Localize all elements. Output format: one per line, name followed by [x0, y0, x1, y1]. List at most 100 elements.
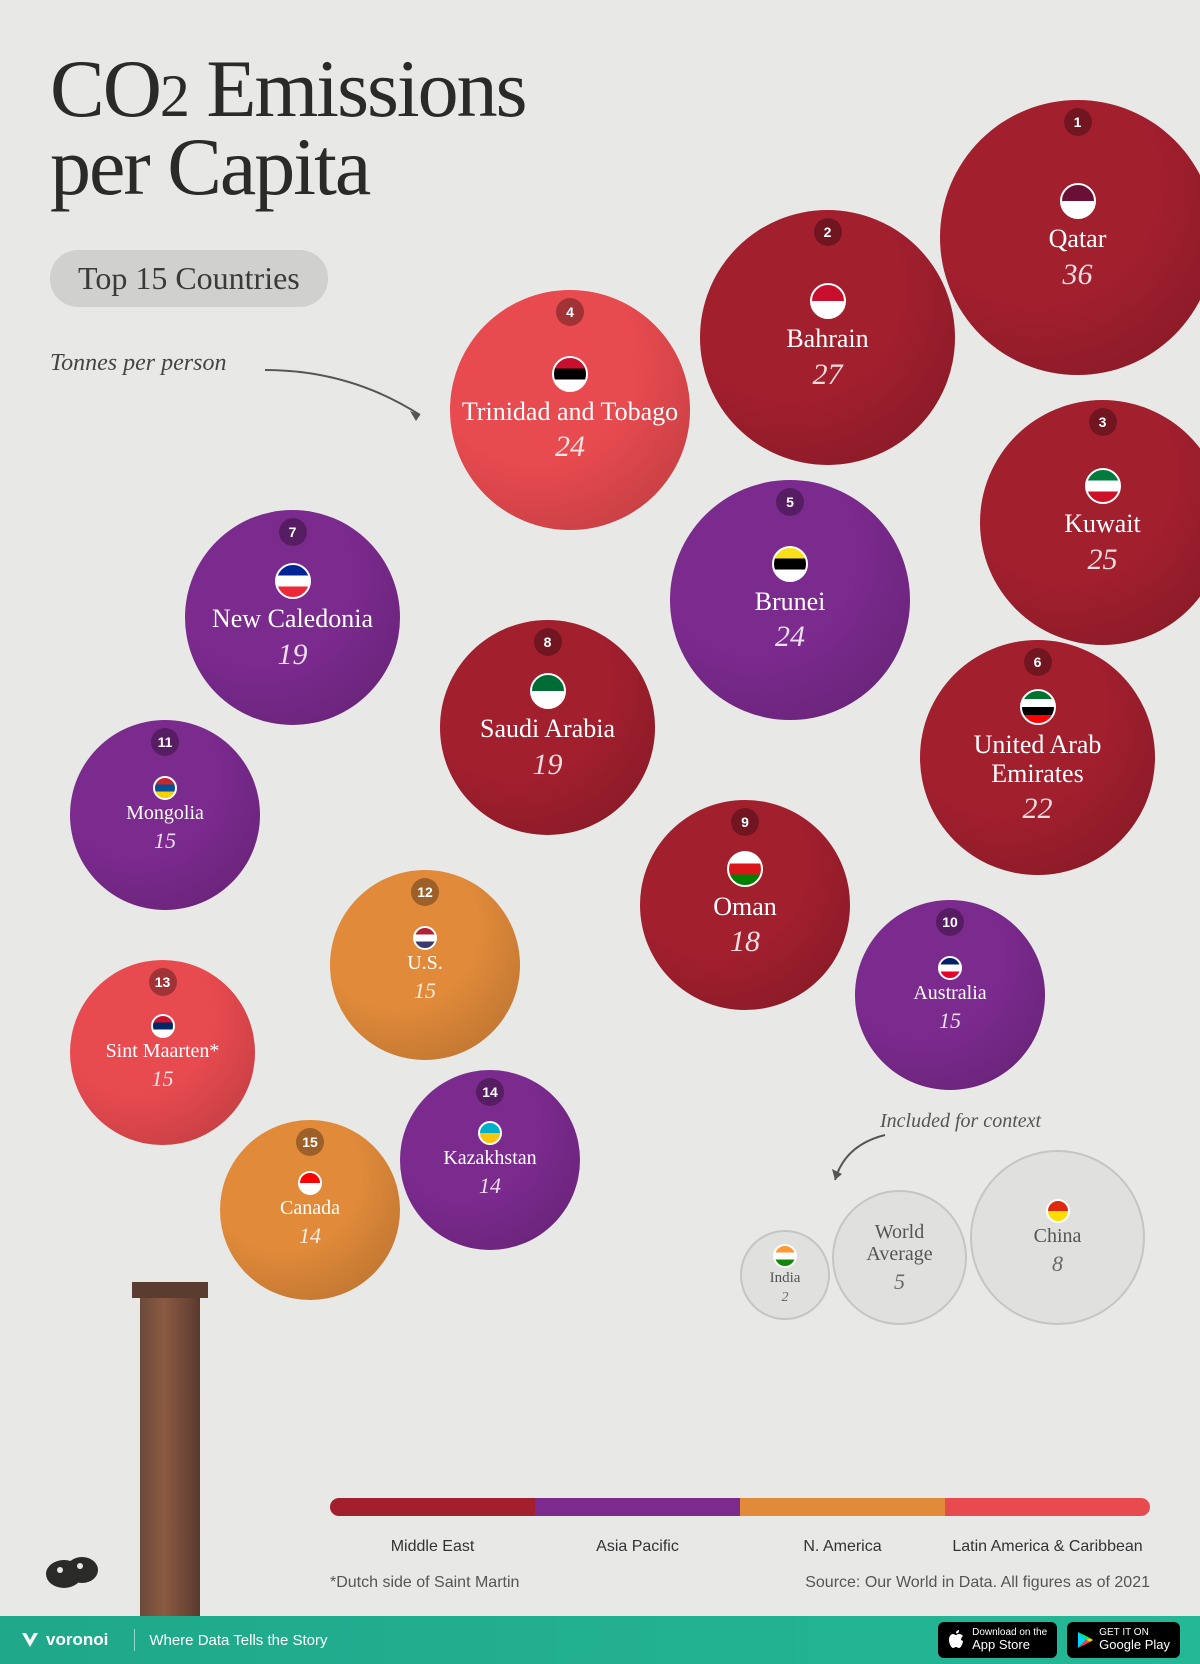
- brand-logo[interactable]: voronoi: [20, 1630, 108, 1650]
- flag-icon: [1060, 183, 1096, 219]
- subtitle-badge: Top 15 Countries: [50, 250, 328, 307]
- country-name: Trinidad and Tobago: [454, 398, 686, 427]
- country-bubble: 6United Arab Emirates22: [920, 640, 1155, 875]
- country-bubble: 11Mongolia15: [70, 720, 260, 910]
- page-title: CO2 Emissions per Capita: [50, 50, 526, 206]
- flag-icon: [298, 1171, 322, 1195]
- country-name: Saudi Arabia: [472, 715, 623, 744]
- emission-value: 25: [1088, 543, 1118, 577]
- country-bubble: 12 U.S. 15: [330, 870, 520, 1060]
- rank-badge: 1: [1064, 108, 1092, 136]
- emission-value: 15: [154, 828, 176, 854]
- country-name: Kuwait: [1056, 510, 1149, 539]
- rank-badge: 6: [1024, 648, 1052, 676]
- emission-value: 15: [939, 1008, 961, 1034]
- flag-icon: [530, 673, 566, 709]
- country-name: Kazakhstan: [435, 1147, 544, 1169]
- flag-icon: [153, 776, 177, 800]
- emission-value: 19: [278, 638, 308, 672]
- emission-value: 27: [813, 358, 843, 392]
- country-name: China: [1026, 1225, 1090, 1247]
- emission-value: 22: [1023, 792, 1053, 826]
- country-bubble: 10 Australia 15: [855, 900, 1045, 1090]
- country-name: Australia: [905, 982, 994, 1004]
- country-bubble: 9Oman18: [640, 800, 850, 1010]
- country-name: World Average: [834, 1221, 965, 1265]
- rank-badge: 15: [296, 1128, 324, 1156]
- tagline: Where Data Tells the Story: [149, 1632, 327, 1649]
- country-bubble: 2Bahrain27: [700, 210, 955, 465]
- emission-value: 24: [775, 620, 805, 654]
- flag-icon: [727, 851, 763, 887]
- emission-value: 24: [555, 430, 585, 464]
- app-store-button[interactable]: Download on theApp Store: [938, 1622, 1057, 1657]
- rank-badge: 3: [1089, 408, 1117, 436]
- country-bubble: 7New Caledonia19: [185, 510, 400, 725]
- region-legend: [330, 1498, 1150, 1516]
- flag-icon: [1085, 468, 1121, 504]
- chimney-illustration: [140, 1296, 200, 1616]
- rank-badge: 13: [149, 968, 177, 996]
- flag-icon: [772, 546, 808, 582]
- context-label: Included for context: [880, 1110, 1041, 1133]
- country-bubble: 1 Qatar 36: [940, 100, 1200, 375]
- country-name: U.S.: [399, 952, 451, 974]
- flag-icon: [1020, 689, 1056, 725]
- arrow-tonnes: [260, 360, 440, 440]
- context-bubble: World Average5: [832, 1190, 967, 1325]
- emission-value: 14: [479, 1173, 501, 1199]
- rank-badge: 7: [279, 518, 307, 546]
- legend-segment: [330, 1498, 535, 1516]
- emission-value: 36: [1063, 258, 1093, 292]
- country-bubble: 8 Saudi Arabia 19: [440, 620, 655, 835]
- rank-badge: 2: [814, 218, 842, 246]
- source-text: Source: Our World in Data. All figures a…: [805, 1574, 1150, 1592]
- rank-badge: 14: [476, 1078, 504, 1106]
- rank-badge: 9: [731, 808, 759, 836]
- country-bubble: 14 Kazakhstan 14: [400, 1070, 580, 1250]
- country-bubble: 5 Brunei 24: [670, 480, 910, 720]
- emission-value: 19: [533, 748, 563, 782]
- flag-icon: [773, 1244, 797, 1268]
- rank-badge: 12: [411, 878, 439, 906]
- context-bubble: India2: [740, 1230, 830, 1320]
- flag-icon: [938, 956, 962, 980]
- bottom-bar: voronoi Where Data Tells the Story Downl…: [0, 1616, 1200, 1664]
- footnote: *Dutch side of Saint Martin: [330, 1574, 519, 1592]
- google-play-button[interactable]: GET IT ONGoogle Play: [1067, 1622, 1180, 1657]
- emission-value: 15: [414, 978, 436, 1004]
- play-icon: [1077, 1631, 1093, 1649]
- region-legend-labels: Middle EastAsia PacificN. AmericaLatin A…: [330, 1538, 1150, 1556]
- flag-icon: [413, 926, 437, 950]
- arrow-context: [825, 1130, 895, 1190]
- country-name: Oman: [705, 893, 785, 922]
- legend-segment: [535, 1498, 740, 1516]
- flag-icon: [810, 283, 846, 319]
- rank-badge: 5: [776, 488, 804, 516]
- rank-badge: 11: [151, 728, 179, 756]
- legend-label: Middle East: [330, 1538, 535, 1556]
- tonnes-label: Tonnes per person: [50, 350, 226, 377]
- legend-segment: [945, 1498, 1150, 1516]
- country-name: Brunei: [747, 588, 834, 617]
- flag-icon: [151, 1014, 175, 1038]
- apple-icon: [948, 1630, 966, 1650]
- rank-badge: 4: [556, 298, 584, 326]
- emission-value: 15: [152, 1066, 174, 1092]
- legend-segment: [740, 1498, 945, 1516]
- country-name: Qatar: [1041, 225, 1115, 254]
- context-bubble: China 8: [970, 1150, 1145, 1325]
- rank-badge: 10: [936, 908, 964, 936]
- emission-value: 8: [1052, 1251, 1063, 1277]
- flag-icon: [478, 1121, 502, 1145]
- flag-icon: [275, 563, 311, 599]
- country-bubble: 3 Kuwait 25: [980, 400, 1200, 645]
- flag-icon: [1046, 1199, 1070, 1223]
- country-name: Canada: [272, 1197, 348, 1219]
- rank-badge: 8: [534, 628, 562, 656]
- emission-value: 2: [782, 1290, 789, 1306]
- logo-icon: [40, 1544, 104, 1592]
- emission-value: 14: [299, 1223, 321, 1249]
- legend-label: Latin America & Caribbean: [945, 1538, 1150, 1556]
- country-bubble: 4 Trinidad and Tobago 24: [450, 290, 690, 530]
